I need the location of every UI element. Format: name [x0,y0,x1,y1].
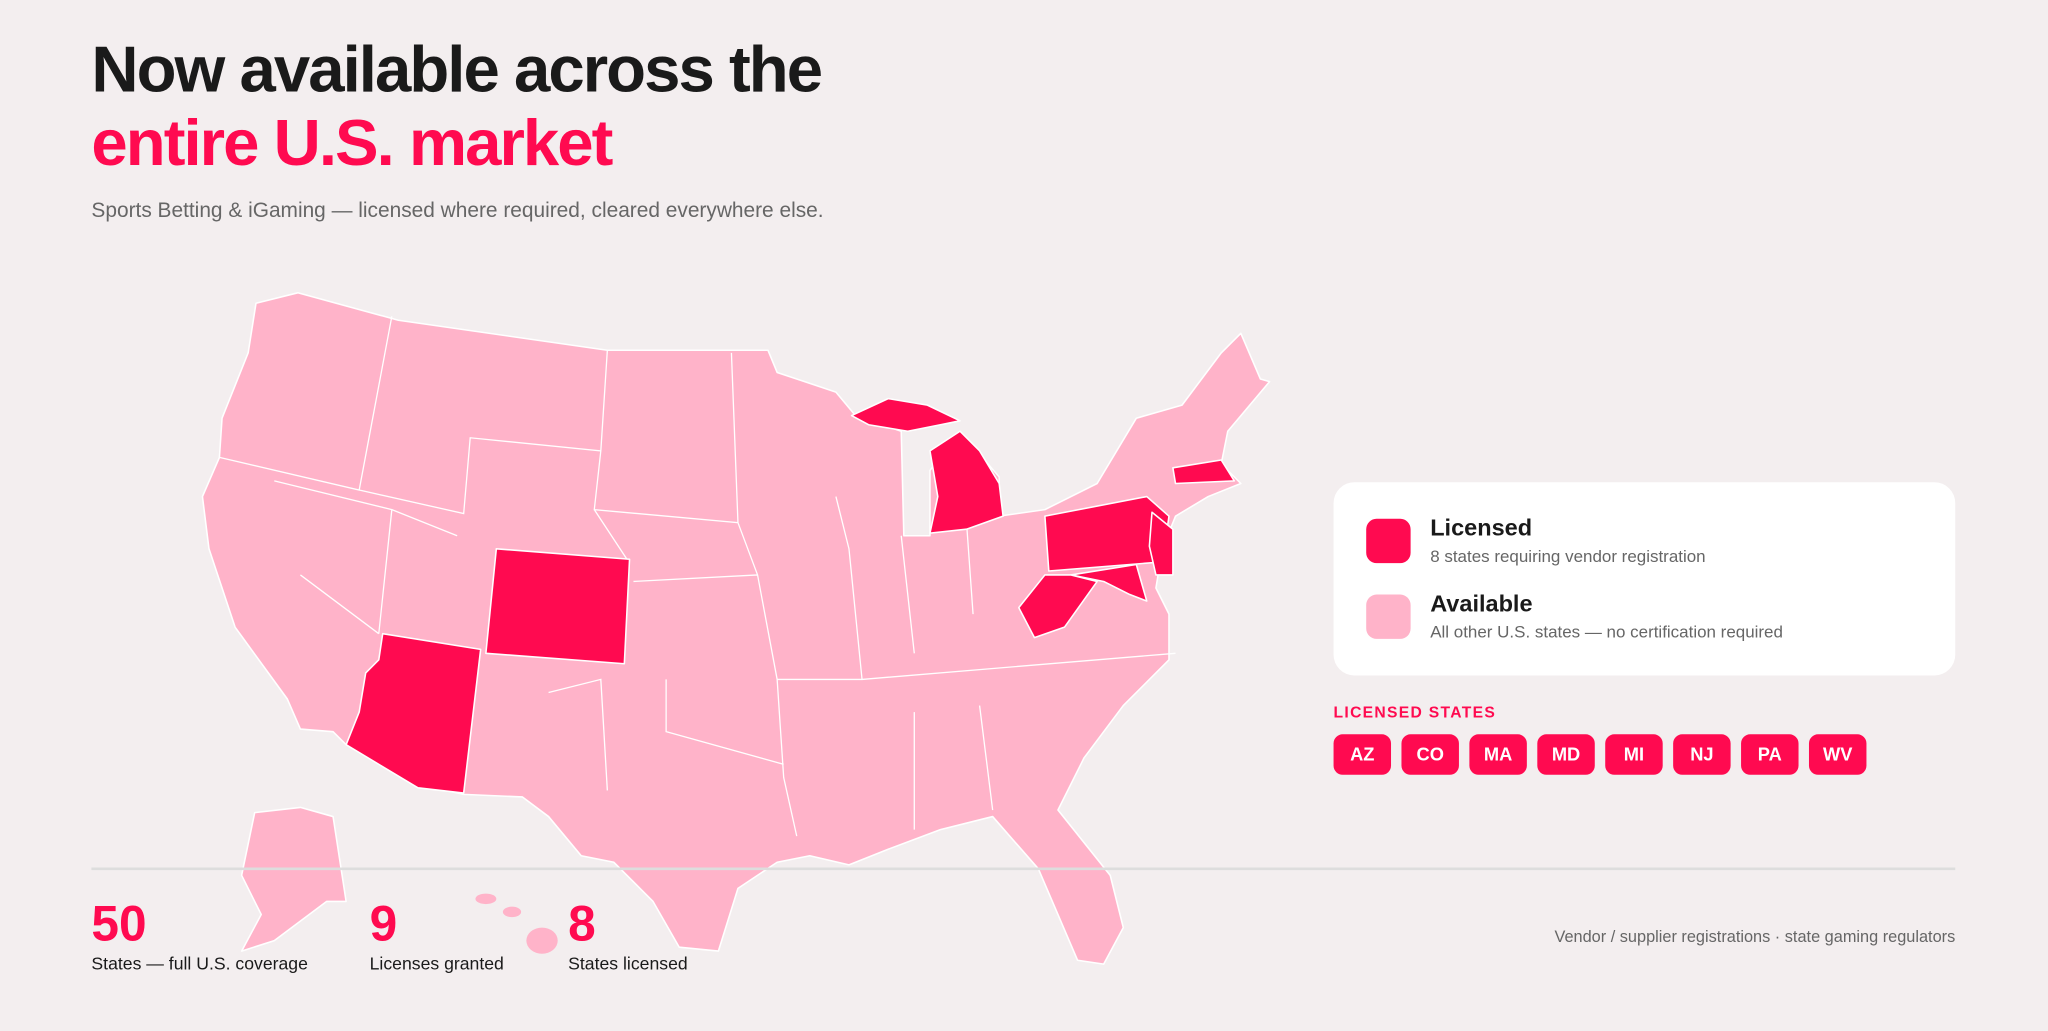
state-pill-label: CO [1417,743,1444,764]
legend-label: Available [1430,591,1532,617]
us-map [201,292,1271,965]
state-new-jersey [1148,511,1174,576]
licensed-pills: AZ CO MA MD MI NJ PA WV [1333,734,1867,775]
headline-line1: Now available across the [91,33,821,106]
state-alaska [240,806,347,952]
legend-swatch [1366,518,1411,564]
state-pill [1401,734,1459,775]
legend-label: Licensed [1430,515,1532,541]
state-pill-label: NJ [1690,743,1713,764]
stat-value: 50 [91,896,146,952]
stat-label: Licenses granted [370,953,504,973]
state-pill [1673,734,1731,775]
stat-label: States — full U.S. coverage [91,953,308,973]
state-colorado [485,548,631,665]
state-pill-label: MI [1624,743,1644,764]
state-west-virginia [1017,574,1098,639]
state-pill-label: MD [1552,743,1580,764]
stat-value: 9 [370,896,398,952]
legend-description: All other U.S. states — no certification… [1430,623,1783,642]
contiguous-us [201,292,1271,965]
headline-line2: entire U.S. market [91,106,612,179]
legend-description: 8 states requiring vendor registration [1430,547,1705,566]
state-pill-label: MA [1484,743,1512,764]
state-michigan [929,430,1004,534]
state-pill [1537,734,1595,775]
state-pill [1808,734,1867,775]
state-hawaii [475,893,558,954]
licensed-heading: LICENSED STATES [1334,704,1497,721]
state-arizona [345,632,482,794]
state-massachusetts [1172,459,1236,485]
state-pill [1605,734,1663,775]
source-note: Vendor / supplier registrations · state … [1554,928,1955,946]
legend-card [1333,482,1956,676]
subtitle: Sports Betting & iGaming — licensed wher… [91,199,823,222]
state-pill [1469,734,1527,775]
state-pill-label: PA [1758,743,1782,764]
stat-label: States licensed [568,953,688,973]
legend-swatch [1366,594,1411,639]
state-maryland [1070,563,1148,602]
state-borders [219,316,1176,837]
state-pill-label: AZ [1350,743,1374,764]
stat-value: 8 [568,896,596,952]
state-pill [1333,734,1392,775]
state-michigan-up [850,397,961,433]
state-pill-label: WV [1823,743,1853,764]
state-pill [1741,734,1799,775]
